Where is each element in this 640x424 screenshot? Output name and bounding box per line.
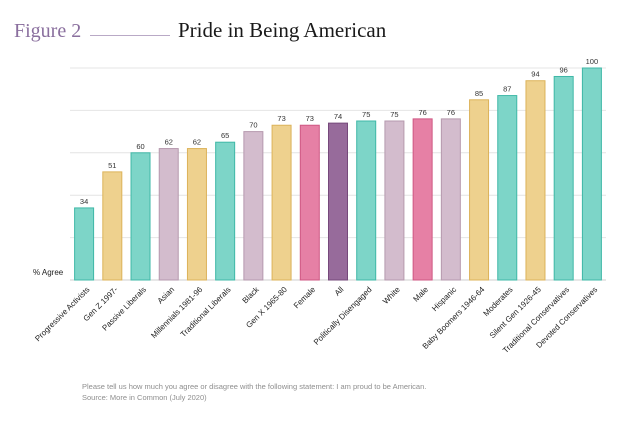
figure-label: Figure 2	[14, 20, 82, 42]
data-label: 70	[249, 121, 257, 130]
category-label: Black	[241, 284, 262, 305]
data-label: 74	[334, 112, 342, 121]
bar	[74, 207, 95, 281]
category-label: Asian	[156, 285, 177, 306]
data-label: 85	[475, 89, 483, 98]
bar	[328, 122, 348, 281]
bar	[469, 99, 490, 281]
bar	[158, 148, 179, 281]
data-label: 96	[560, 65, 568, 74]
y-axis-label: % Agree	[33, 268, 64, 277]
bars	[74, 67, 602, 281]
chart-title: Pride in Being American	[178, 18, 387, 42]
bar	[356, 120, 377, 281]
data-label: 34	[80, 197, 88, 206]
category-label: Hispanic	[430, 285, 458, 313]
bar	[581, 67, 602, 281]
category-label: Millennials 1981-96	[149, 285, 204, 340]
category-label: Politically Disengaged	[312, 285, 374, 347]
data-label: 51	[108, 161, 116, 170]
data-label: 76	[418, 108, 426, 117]
bar	[299, 124, 320, 281]
bar	[215, 141, 236, 281]
data-label: 100	[586, 57, 599, 66]
source-note: Source: More in Common (July 2020)	[82, 393, 207, 402]
category-label: Traditional Liberals	[179, 285, 233, 339]
bar	[243, 131, 264, 281]
bar	[497, 95, 518, 281]
data-label: 75	[362, 110, 370, 119]
bar	[525, 80, 546, 281]
bar	[412, 118, 433, 281]
bar	[186, 148, 207, 281]
category-label: Female	[292, 285, 318, 311]
category-label: All	[333, 285, 346, 298]
data-label: 65	[221, 131, 229, 140]
bar	[271, 124, 292, 281]
bar	[102, 171, 123, 281]
data-label: 62	[165, 138, 173, 147]
category-label: White	[381, 285, 402, 306]
data-label: 73	[306, 114, 314, 123]
data-label: 76	[447, 108, 455, 117]
bar	[130, 152, 151, 281]
data-label: 60	[136, 142, 144, 151]
category-label: Progressive Activists	[33, 285, 91, 343]
data-label: 75	[390, 110, 398, 119]
data-label: 73	[277, 114, 285, 123]
bar	[553, 75, 574, 281]
category-label: Male	[411, 285, 430, 304]
data-label: 94	[531, 70, 539, 79]
category-label: Silent Gen 1926-45	[488, 285, 543, 340]
value-labels: 34 51 60 62 62 65 70 73 73 74 75 75 76 76 85 87 94 96 100	[80, 57, 598, 206]
bar	[440, 118, 461, 281]
figure-divider	[90, 35, 170, 36]
data-label: 62	[193, 138, 201, 147]
survey-question-note: Please tell us how much you agree or dis…	[82, 382, 427, 391]
bar	[384, 120, 405, 281]
data-label: 87	[503, 85, 511, 94]
